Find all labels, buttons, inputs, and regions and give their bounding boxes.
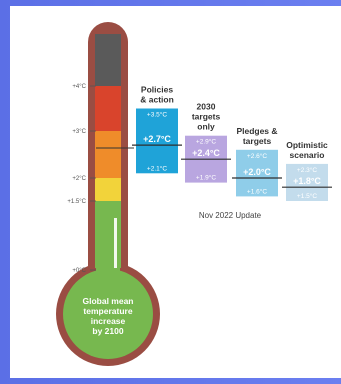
scenario-bars: +3.5°C +2.7°C +2.1°C Policies& action +2.9°C… <box>132 85 332 201</box>
scenario-bar <box>286 163 328 201</box>
scenario-label-line: scenario <box>290 150 325 160</box>
bulb-label-line-3: increase <box>91 316 126 326</box>
mid-value-label: +1.8°C <box>293 176 321 186</box>
bulb-label: Global mean temperature increase by 2100 <box>82 296 133 336</box>
scenario-label-line: Optimistic <box>286 140 328 150</box>
scenario-label-line: Pledges & <box>236 126 277 136</box>
band-1-5-to-2 <box>95 178 121 201</box>
scenario-label-line: targets <box>192 112 221 122</box>
mid-value-label: +2.4°C <box>192 148 220 158</box>
bulb-label-line-1: Global mean <box>82 296 133 306</box>
high-value-label: +2.3°C <box>297 166 317 174</box>
mid-value-label: +2.0°C <box>243 167 271 177</box>
scenario-label-line: Policies <box>141 85 173 95</box>
tick-label: +3°C <box>72 129 86 135</box>
y-axis-ticks: +0°C +1.5°C +2°C +3°C +4°C <box>67 84 134 274</box>
scenario-bar <box>236 149 278 197</box>
scenario-bar <box>136 108 178 174</box>
update-label: Nov 2022 Update <box>199 211 262 220</box>
band-2-to-3 <box>95 131 121 178</box>
scenario-label-line: & action <box>140 95 174 105</box>
high-value-label: +2.6°C <box>247 152 267 160</box>
low-value-label: +2.1°C <box>147 164 167 172</box>
mid-value-label: +2.7°C <box>143 134 171 144</box>
thermometer-shine <box>114 218 117 268</box>
thermometer-bulb <box>63 269 153 359</box>
scenario-3: +2.6°C +2.0°C +1.6°C Pledges &targets <box>232 126 282 197</box>
thermometer <box>56 22 160 366</box>
infographic-card: +0°C +1.5°C +2°C +3°C +4°C Global mean tempe… <box>10 6 341 378</box>
high-value-label: +3.5°C <box>147 111 167 119</box>
band-0-to-1-5 <box>95 201 121 268</box>
tick-label: +4°C <box>72 84 86 90</box>
temperature-bands <box>95 34 121 268</box>
warming-chart: +0°C +1.5°C +2°C +3°C +4°C Global mean tempe… <box>56 22 332 366</box>
bulb-label-line-2: temperature <box>83 306 132 316</box>
band-above-4 <box>95 34 121 86</box>
band-3-to-4 <box>95 86 121 131</box>
scenario-label-line: only <box>197 122 215 132</box>
high-value-label: +2.9°C <box>196 138 216 146</box>
tick-label: +2°C <box>72 176 86 182</box>
scenario-label-line: 2030 <box>197 102 216 112</box>
low-value-label: +1.9°C <box>196 174 216 182</box>
scenario-1: +3.5°C +2.7°C +2.1°C Policies& action <box>132 85 182 174</box>
tick-label: +0°C <box>72 268 86 274</box>
tick-label: +1.5°C <box>67 199 86 205</box>
bulb-label-line-4: by 2100 <box>92 326 123 336</box>
low-value-label: +1.6°C <box>247 187 267 195</box>
scenario-label-line: targets <box>243 136 272 146</box>
low-value-label: +1.5°C <box>297 192 317 200</box>
